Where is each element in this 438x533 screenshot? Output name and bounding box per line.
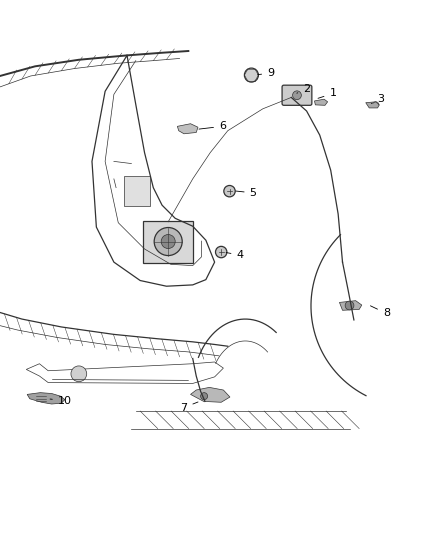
FancyBboxPatch shape (282, 85, 312, 106)
Circle shape (154, 228, 182, 255)
Text: 1: 1 (318, 88, 336, 99)
Polygon shape (27, 393, 65, 404)
Polygon shape (177, 124, 198, 134)
FancyBboxPatch shape (143, 221, 193, 263)
FancyBboxPatch shape (124, 176, 150, 206)
Circle shape (161, 235, 175, 248)
Polygon shape (366, 102, 379, 108)
Polygon shape (314, 99, 328, 106)
Circle shape (293, 91, 301, 100)
Text: 8: 8 (371, 306, 390, 318)
Text: 10: 10 (50, 395, 72, 406)
Circle shape (345, 301, 354, 310)
Text: 4: 4 (226, 250, 244, 260)
Text: 5: 5 (236, 188, 257, 198)
Circle shape (244, 68, 258, 82)
Text: 6: 6 (199, 122, 226, 131)
Text: 7: 7 (180, 402, 198, 413)
Text: 2: 2 (297, 84, 310, 94)
Text: 3: 3 (371, 94, 385, 104)
Circle shape (201, 393, 208, 400)
Circle shape (215, 246, 227, 258)
Circle shape (224, 185, 235, 197)
Text: 9: 9 (258, 68, 274, 78)
Polygon shape (191, 387, 230, 402)
Polygon shape (339, 301, 362, 310)
Circle shape (71, 366, 87, 382)
